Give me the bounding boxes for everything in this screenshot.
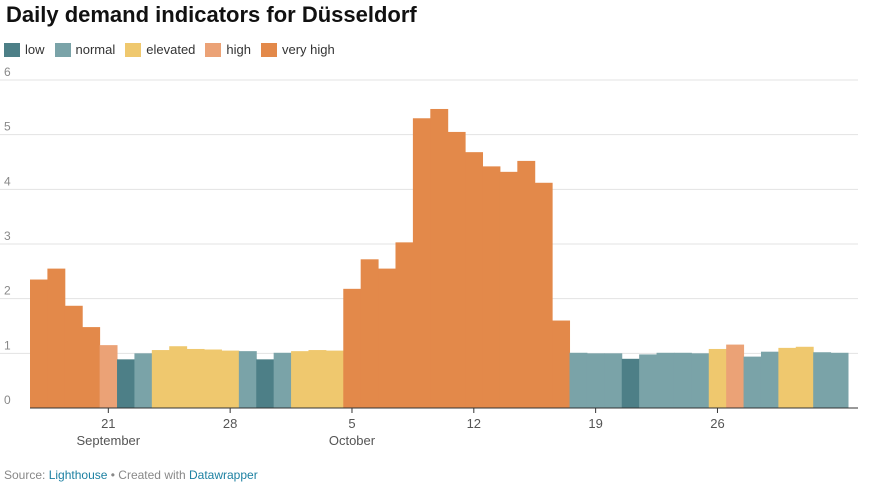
legend-item-very-high: very high — [261, 42, 335, 57]
legend-label-elevated: elevated — [146, 42, 196, 57]
bar — [465, 152, 484, 408]
chart-title: Daily demand indicators for Düsseldorf — [6, 2, 417, 27]
bar — [82, 327, 101, 408]
legend-label-high: high — [226, 42, 251, 57]
y-tick-label: 5 — [4, 120, 11, 134]
legend-swatch-elevated — [125, 42, 142, 57]
legend-label-normal: normal — [75, 42, 116, 57]
legend-swatch-normal — [54, 42, 71, 57]
bar — [360, 259, 379, 408]
bar — [534, 182, 553, 408]
y-tick-label: 3 — [4, 229, 11, 243]
bar — [813, 352, 832, 408]
y-tick-label: 4 — [4, 174, 11, 188]
legend-swatch-very-high — [261, 42, 277, 57]
bar — [586, 353, 605, 408]
bar — [169, 346, 188, 408]
bar — [134, 353, 153, 408]
x-tick-sublabel: September — [77, 433, 141, 448]
bar — [273, 352, 292, 408]
legend-item-low: low — [4, 42, 45, 57]
legend-item-high: high — [205, 42, 251, 57]
bar — [117, 359, 135, 408]
x-tick-label: 28 — [223, 416, 237, 431]
bar — [639, 354, 658, 408]
bar — [795, 346, 814, 408]
bar — [395, 242, 414, 408]
bar — [604, 353, 623, 408]
bar — [412, 118, 431, 409]
x-tick-label: 12 — [467, 416, 481, 431]
bar — [291, 351, 309, 408]
bar — [656, 352, 675, 408]
y-tick-label: 1 — [4, 338, 11, 352]
y-tick-label: 0 — [4, 393, 11, 407]
bar — [47, 268, 66, 408]
footer-separator: • Created with — [107, 468, 189, 482]
x-tick-label: 5 — [348, 416, 355, 431]
legend-label-very-high: very high — [282, 42, 335, 57]
bar — [256, 359, 275, 408]
y-tick-label: 6 — [4, 65, 11, 79]
legend-item-normal: normal — [54, 42, 116, 57]
y-tick-label: 2 — [4, 284, 11, 298]
bar — [830, 352, 849, 408]
bar — [308, 350, 327, 408]
bar — [325, 350, 344, 408]
bar — [204, 349, 222, 408]
bar — [221, 350, 240, 408]
source-prefix: Source: — [4, 468, 49, 482]
legend: low normal elevated high very high — [4, 42, 335, 57]
bar — [343, 288, 362, 408]
x-tick-label: 26 — [710, 416, 724, 431]
x-tick-sublabel: October — [329, 433, 376, 448]
bar — [430, 108, 449, 409]
bar — [778, 347, 797, 408]
legend-swatch-high — [205, 42, 222, 57]
bar — [552, 320, 571, 408]
bar — [238, 351, 257, 408]
bar — [499, 171, 518, 408]
legend-item-elevated: elevated — [125, 42, 195, 57]
legend-label-low: low — [25, 42, 45, 57]
bar — [691, 353, 710, 408]
bar — [447, 131, 466, 408]
bar — [482, 166, 501, 408]
x-tick-label: 21 — [101, 416, 115, 431]
bar — [378, 268, 396, 408]
bar — [64, 305, 83, 408]
legend-swatch-low — [4, 42, 20, 57]
bar — [30, 279, 48, 408]
bar — [673, 352, 692, 408]
bar — [726, 344, 745, 408]
bar — [621, 358, 640, 408]
bar — [760, 351, 779, 408]
bar — [708, 348, 727, 408]
bar — [743, 356, 762, 408]
datawrapper-link[interactable]: Datawrapper — [189, 468, 258, 482]
footer: Source: Lighthouse • Created with Datawr… — [4, 468, 258, 482]
x-tick-label: 19 — [588, 416, 602, 431]
bar — [569, 352, 588, 408]
bar — [151, 350, 170, 408]
bar — [186, 348, 205, 408]
bar — [99, 345, 118, 408]
source-link[interactable]: Lighthouse — [48, 468, 108, 482]
bar — [517, 160, 536, 408]
